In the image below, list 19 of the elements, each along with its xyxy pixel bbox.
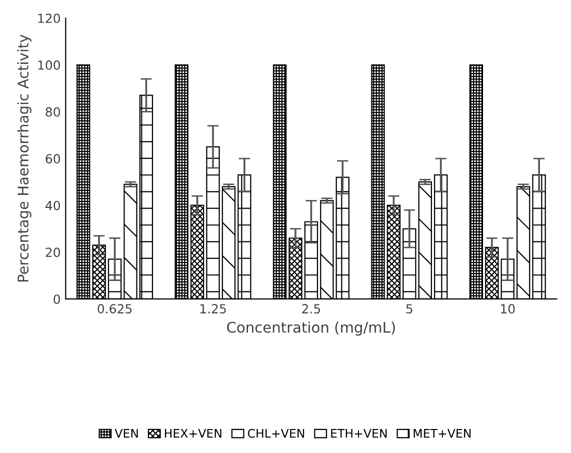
x-tick-label: 1.25 [200, 304, 226, 314]
y-tick-label: 0 [54, 294, 60, 304]
y-tick-label: 100 [38, 60, 60, 70]
y-tick-label: 20 [46, 248, 60, 258]
legend-label: VEN [114, 429, 138, 438]
legend-label: CHL+VEN [248, 428, 304, 438]
y-tick-label: 120 [38, 14, 60, 24]
y-axis-title: Percentage Haemorrhagic Activity [17, 34, 32, 282]
legend-label: ETH+VEN [331, 429, 387, 438]
x-tick-label: 10 [501, 304, 515, 314]
y-tick-label: 80 [46, 107, 60, 117]
legend-label: MET+VEN [414, 429, 471, 438]
x-tick-label: 2.5 [302, 304, 320, 314]
x-tick-label: 0.625 [98, 304, 132, 314]
y-tick-label: 60 [46, 154, 60, 164]
x-tick-label: 5 [406, 304, 412, 314]
x-axis-title: Concentration (mg/mL) [227, 321, 395, 336]
legend-label: HEX+VEN [164, 429, 222, 438]
y-tick-label: 40 [46, 200, 60, 210]
